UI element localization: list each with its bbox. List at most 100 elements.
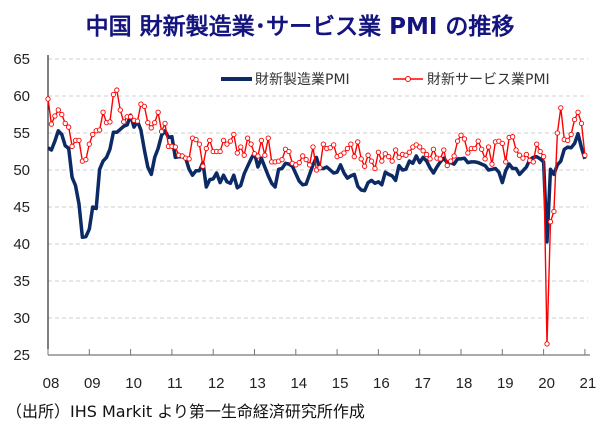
services-pmi-point xyxy=(310,144,316,150)
services-pmi-point xyxy=(193,137,199,143)
legend: 財新製造業PMI 財新サービス業PMI xyxy=(221,72,550,88)
x-tick-label: 17 xyxy=(414,375,431,392)
services-pmi-point xyxy=(482,156,488,162)
x-tick-label: 10 xyxy=(125,375,142,392)
services-pmi-point xyxy=(317,165,323,171)
services-pmi-point xyxy=(472,145,478,152)
services-pmi-point xyxy=(300,153,306,159)
services-pmi-point xyxy=(379,158,385,164)
services-pmi-line xyxy=(47,89,586,345)
services-pmi-point xyxy=(348,141,354,147)
x-tick-label: 19 xyxy=(497,375,514,392)
services-pmi-point xyxy=(344,145,351,152)
services-pmi-point xyxy=(331,142,337,148)
source-note: （出所）IHS Markit より第一生命経済研究所作成 xyxy=(6,402,365,421)
services-pmi-point xyxy=(186,156,192,162)
y-tick-label: 55 xyxy=(13,125,30,142)
services-pmi-point xyxy=(520,155,526,161)
services-pmi-point xyxy=(200,163,206,169)
services-pmi-point xyxy=(207,137,213,144)
services-pmi-point xyxy=(76,137,82,144)
y-tick-label: 60 xyxy=(13,88,30,105)
services-pmi-point xyxy=(537,148,543,155)
services-pmi-point xyxy=(279,156,285,163)
services-pmi-point xyxy=(121,119,127,125)
services-pmi-point xyxy=(114,87,120,93)
grid-lines xyxy=(48,58,588,319)
y-tick-label: 65 xyxy=(13,51,30,68)
services-pmi-point xyxy=(441,147,447,153)
services-pmi-point xyxy=(59,111,65,118)
x-tick-label: 14 xyxy=(290,375,307,392)
services-pmi-point xyxy=(372,165,378,172)
y-tick-label: 45 xyxy=(13,199,30,216)
services-pmi-point xyxy=(454,138,461,144)
services-pmi-point xyxy=(540,154,547,160)
services-pmi-point xyxy=(582,152,588,158)
services-pmi-point xyxy=(423,151,430,158)
services-pmi-point xyxy=(83,156,89,163)
services-pmi-point xyxy=(296,159,302,166)
services-pmi-point xyxy=(386,154,392,160)
services-pmi-point xyxy=(127,114,134,120)
y-axis-tick-labels: 25 30 35 40 45 50 55 60 65 xyxy=(13,51,30,364)
services-pmi-point xyxy=(96,127,103,133)
services-pmi-point xyxy=(220,137,227,144)
services-pmi-point xyxy=(351,154,357,160)
services-pmi-point xyxy=(234,150,240,156)
services-pmi-point xyxy=(571,117,578,123)
services-pmi-point xyxy=(231,131,237,138)
services-pmi-point xyxy=(478,146,485,152)
services-pmi-point xyxy=(551,208,557,215)
legend-manufacturing-label: 財新製造業PMI xyxy=(255,72,350,88)
services-pmi-point xyxy=(403,152,409,158)
services-pmi-point xyxy=(148,125,154,131)
services-pmi-point xyxy=(392,147,399,153)
services-pmi-point xyxy=(117,107,123,113)
services-pmi-point xyxy=(499,140,505,147)
services-pmi-point xyxy=(420,148,426,154)
services-pmi-point xyxy=(110,91,117,98)
services-pmi-point xyxy=(437,156,443,162)
services-pmi-point xyxy=(513,147,519,153)
x-tick-label: 11 xyxy=(167,375,183,392)
services-pmi-point xyxy=(86,141,92,147)
services-pmi-point xyxy=(568,131,574,138)
x-axis: 08 09 10 11 12 13 14 15 16 17 18 19 20 21 xyxy=(43,55,597,392)
y-tick-label: 25 xyxy=(13,347,30,364)
y-tick-label: 50 xyxy=(13,162,30,179)
services-pmi-point xyxy=(69,143,75,149)
services-pmi-point xyxy=(265,135,271,141)
services-pmi-point xyxy=(444,162,450,169)
services-pmi-point xyxy=(396,154,402,161)
services-pmi-point xyxy=(558,105,564,111)
services-pmi-point xyxy=(458,132,464,138)
services-pmi-point xyxy=(516,152,523,158)
legend-services-marker xyxy=(405,76,411,82)
services-pmi-point xyxy=(475,138,481,144)
x-tick-label: 20 xyxy=(538,375,555,392)
x-tick-label: 21 xyxy=(580,375,597,392)
x-tick-label: 09 xyxy=(84,375,101,392)
services-pmi-point xyxy=(389,158,395,164)
services-pmi-point xyxy=(286,148,292,155)
services-pmi-point xyxy=(100,109,106,115)
services-pmi-point xyxy=(158,128,165,135)
x-tick-label: 16 xyxy=(373,375,390,392)
legend-services-label: 財新サービス業PMI xyxy=(427,72,550,88)
x-tick-label: 13 xyxy=(249,375,266,392)
services-pmi-point xyxy=(406,149,413,155)
services-pmi-point xyxy=(255,153,261,159)
services-pmi-point xyxy=(427,156,433,162)
services-pmi-point xyxy=(327,145,333,151)
services-pmi-point xyxy=(162,120,168,127)
services-pmi-point xyxy=(448,158,454,164)
services-pmi-point xyxy=(461,136,468,142)
y-tick-label: 40 xyxy=(13,236,30,253)
services-pmi-point xyxy=(52,113,58,119)
services-pmi-point xyxy=(145,119,151,126)
services-pmi-point xyxy=(361,163,368,169)
chart-title: 中国 財新製造業･サービス業 PMI の推移 xyxy=(86,13,515,40)
services-pmi-point xyxy=(417,144,423,150)
